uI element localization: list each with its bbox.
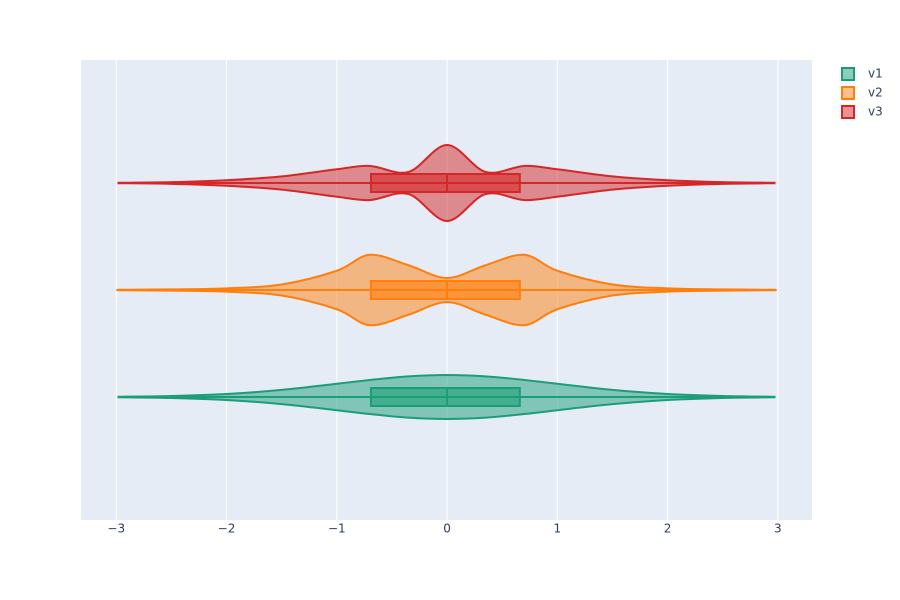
legend-label[interactable]: v1 <box>868 67 883 81</box>
legend-swatch[interactable] <box>841 67 855 81</box>
x-tick-label: 0 <box>443 522 451 536</box>
x-tick-label: 1 <box>553 522 561 536</box>
legend-label[interactable]: v3 <box>868 105 883 119</box>
legend-swatch[interactable] <box>841 105 855 119</box>
x-tick-label: −3 <box>107 522 125 536</box>
legend-label[interactable]: v2 <box>868 86 883 100</box>
legend-swatch[interactable] <box>841 86 855 100</box>
x-tick-label: 3 <box>774 522 782 536</box>
x-tick-label: −1 <box>328 522 346 536</box>
x-tick-label: 2 <box>664 522 672 536</box>
x-tick-label: −2 <box>218 522 236 536</box>
box <box>369 173 521 193</box>
box <box>369 387 521 407</box>
box <box>369 280 521 300</box>
